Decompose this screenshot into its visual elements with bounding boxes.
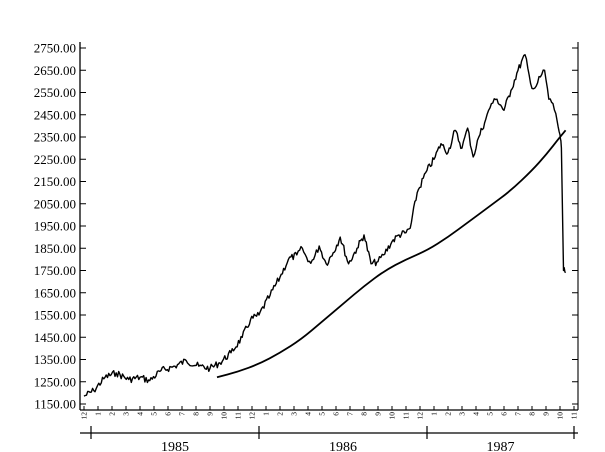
month-tick-label: 5 <box>318 412 327 416</box>
month-tick-label: 11 <box>402 412 411 419</box>
month-tick-label: 3 <box>122 412 131 416</box>
month-tick-label: 5 <box>486 412 495 416</box>
y-tick-label: 1850.00 <box>34 241 76 256</box>
month-tick-label: 7 <box>514 412 523 416</box>
y-tick-label: 2350.00 <box>34 130 76 145</box>
y-tick-label: 1950.00 <box>34 219 76 234</box>
moving-average-line <box>216 129 567 379</box>
y-tick-label: 2650.00 <box>34 63 76 78</box>
month-tick-label: 2 <box>108 412 117 416</box>
month-tick-label: 12 <box>416 412 425 420</box>
month-tick-label: 2 <box>276 412 285 416</box>
month-tick-label: 11 <box>234 412 243 419</box>
index-price-line <box>83 54 567 397</box>
y-tick-label: 2750.00 <box>34 41 76 56</box>
y-tick-label: 1450.00 <box>34 330 76 345</box>
year-label: 1986 <box>329 440 357 452</box>
y-tick-label: 1250.00 <box>34 374 76 389</box>
month-tick-label: 6 <box>500 412 509 416</box>
month-tick-label: 9 <box>206 412 215 416</box>
month-tick-label: 8 <box>192 412 201 416</box>
month-tick-label: 10 <box>388 412 397 420</box>
month-tick-label: 7 <box>346 412 355 416</box>
month-tick-label: 4 <box>304 412 313 416</box>
month-tick-label: 1 <box>94 412 103 416</box>
month-tick-label: 1 <box>262 412 271 416</box>
month-tick-label: 2 <box>444 412 453 416</box>
y-tick-label: 1550.00 <box>34 308 76 323</box>
month-tick-label: 3 <box>290 412 299 416</box>
plot-frame <box>79 42 579 434</box>
y-axis: 1150.00 1250.00 1350.00 1450.00 1550.00 1650.… <box>34 41 578 412</box>
y-tick-label: 2250.00 <box>34 152 76 167</box>
month-tick-label: 12 <box>248 412 257 420</box>
y-tick-label: 1750.00 <box>34 263 76 278</box>
month-tick-label: 8 <box>528 412 537 416</box>
y-tick-label: 2550.00 <box>34 85 76 100</box>
y-tick-label: 1350.00 <box>34 352 76 367</box>
year-label: 1985 <box>161 440 189 452</box>
month-tick-label: 12 <box>80 412 89 420</box>
month-tick-label: 4 <box>472 412 481 416</box>
y-tick-label: 1650.00 <box>34 285 76 300</box>
month-tick-label: 1 <box>430 412 439 416</box>
month-tick-label: 7 <box>178 412 187 416</box>
y-tick-label: 2050.00 <box>34 196 76 211</box>
month-tick-label: 10 <box>556 412 565 420</box>
month-tick-label: 3 <box>458 412 467 416</box>
month-tick-label: 4 <box>136 412 145 416</box>
month-tick-label: 11 <box>570 412 579 419</box>
x-axis: 12 1 2 3 4 5 6 7 8 9 10 11 12 1 2 3 4 5 6 7 8 9 10 11 12 1 2 3 4 5 6 7 8… <box>80 406 579 452</box>
y-tick-label: 1150.00 <box>34 397 76 412</box>
month-tick-label: 5 <box>150 412 159 416</box>
month-tick-label: 9 <box>542 412 551 416</box>
month-tick-label: 9 <box>374 412 383 416</box>
month-tick-label: 8 <box>360 412 369 416</box>
year-label: 1987 <box>487 440 515 452</box>
month-tick-label: 6 <box>164 412 173 416</box>
series-layer <box>83 54 567 397</box>
month-tick-label: 10 <box>220 412 229 420</box>
month-tick-label: 6 <box>332 412 341 416</box>
y-tick-label: 2150.00 <box>34 174 76 189</box>
y-tick-label: 2450.00 <box>34 107 76 122</box>
